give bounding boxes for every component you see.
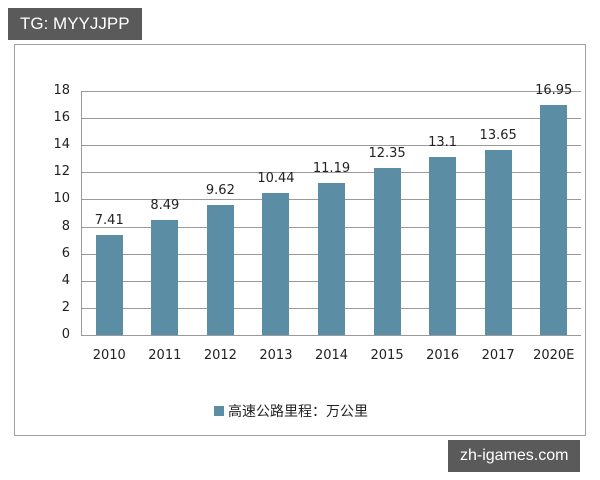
value-label: 8.49 xyxy=(150,197,180,213)
x-tick-label: 2013 xyxy=(259,348,293,363)
bar-2012 xyxy=(206,204,234,335)
value-label: 12.35 xyxy=(368,145,406,161)
y-tick-label: 2 xyxy=(61,299,70,315)
gridline xyxy=(81,91,581,92)
y-tick-label: 14 xyxy=(53,137,70,153)
value-label: 13.65 xyxy=(479,127,517,143)
watermark-bottom: zh-igames.com xyxy=(448,440,581,472)
bar-2011 xyxy=(151,219,179,335)
y-axis-line xyxy=(81,91,82,335)
y-tick-label: 10 xyxy=(53,191,70,207)
gridline xyxy=(81,118,581,120)
gridline xyxy=(81,172,581,174)
bar-2016 xyxy=(429,157,457,335)
gridline xyxy=(81,145,581,147)
legend: 高速公路里程：万公里 xyxy=(214,401,368,421)
y-tick-label: 0 xyxy=(61,327,70,342)
x-tick-label: 2011 xyxy=(148,348,182,363)
x-tick-label: 2014 xyxy=(314,348,349,363)
x-tick-label: 2010 xyxy=(92,348,126,363)
bar-2014 xyxy=(318,183,345,335)
value-label: 10.44 xyxy=(257,171,295,187)
x-tick-label: 2017 xyxy=(481,348,515,363)
bar-2020E xyxy=(540,105,568,335)
legend-swatch-icon xyxy=(214,406,224,416)
bar-2010 xyxy=(95,234,123,335)
value-label: 7.41 xyxy=(94,212,124,228)
plot-area xyxy=(81,91,581,336)
bar-2015 xyxy=(373,167,401,335)
value-label: 16.95 xyxy=(535,83,573,99)
x-tick-label: 2020E xyxy=(533,348,575,363)
bar-2017 xyxy=(484,149,512,335)
y-tick-label: 18 xyxy=(53,83,70,98)
y-tick-label: 4 xyxy=(61,272,70,288)
value-label: 9.62 xyxy=(205,182,235,198)
x-tick-label: 2016 xyxy=(426,348,460,363)
legend-label: 高速公路里程：万公里 xyxy=(228,404,368,420)
y-tick-label: 12 xyxy=(53,164,70,180)
y-tick-label: 16 xyxy=(53,110,70,126)
x-tick-label: 2012 xyxy=(203,348,237,363)
y-tick-label: 6 xyxy=(61,245,70,261)
gridline xyxy=(81,335,581,336)
x-tick-label: 2015 xyxy=(370,348,404,363)
bar-2013 xyxy=(262,193,290,335)
value-label: 13.1 xyxy=(428,135,458,151)
y-tick-label: 8 xyxy=(61,218,70,234)
watermark-top: TG: MYYJJPP xyxy=(8,8,142,40)
value-label: 11.19 xyxy=(312,161,351,177)
